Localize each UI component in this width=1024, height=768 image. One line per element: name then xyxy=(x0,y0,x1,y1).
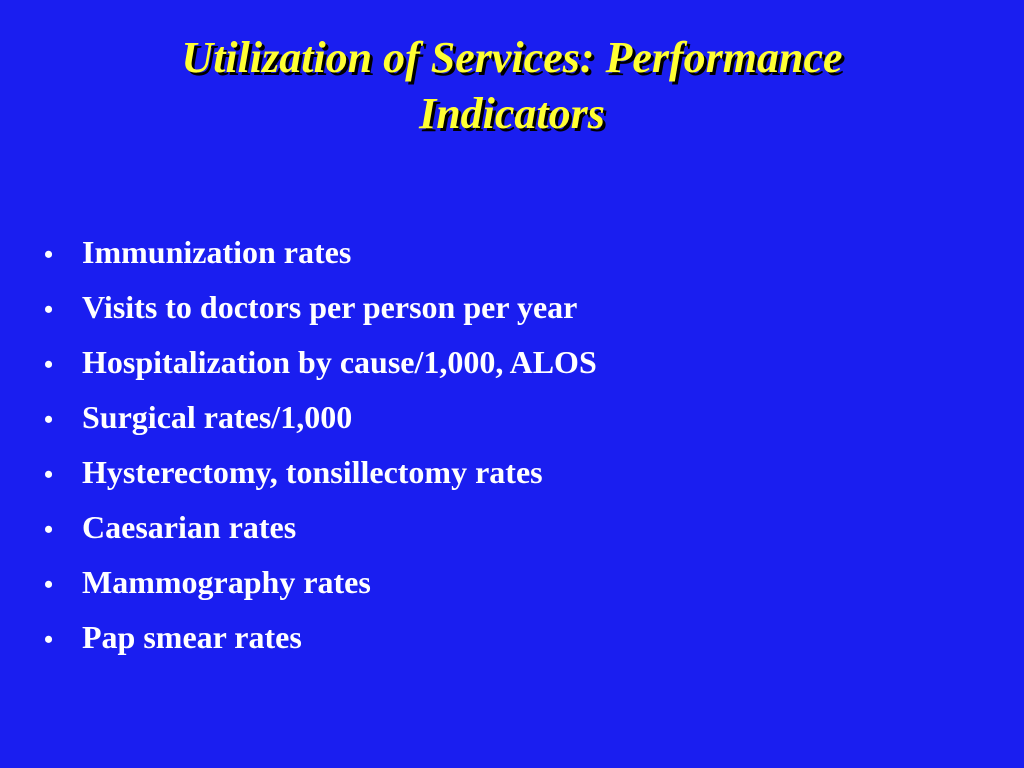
bullet-item-immunization: • Immunization rates xyxy=(44,226,597,281)
bullet-item-doctor-visits: • Visits to doctors per person per year xyxy=(44,281,597,336)
bullet-text: Caesarian rates xyxy=(82,509,297,545)
bullet-icon: • xyxy=(44,570,54,599)
bullet-item-surgical-rates: • Surgical rates/1,000 xyxy=(44,391,597,446)
bullet-text: Visits to doctors per person per year xyxy=(82,289,578,325)
bullet-icon: • xyxy=(44,405,54,434)
bullet-icon: • xyxy=(44,625,54,654)
bullet-icon: • xyxy=(44,515,54,544)
bullet-item-hospitalization: • Hospitalization by cause/1,000, ALOS xyxy=(44,336,597,391)
slide-title-line-2: Indicators xyxy=(419,89,605,138)
bullet-icon: • xyxy=(44,295,54,324)
bullet-text: Surgical rates/1,000 xyxy=(82,399,353,435)
bullet-icon: • xyxy=(44,460,54,489)
bullet-text: Pap smear rates xyxy=(82,619,302,655)
slide-title-line-1: Utilization of Services: Performance xyxy=(181,33,843,82)
bullet-list: • Immunization rates • Visits to doctors… xyxy=(44,226,597,666)
bullet-item-mammography: • Mammography rates xyxy=(44,556,597,611)
bullet-icon: • xyxy=(44,350,54,379)
bullet-icon: • xyxy=(44,240,54,269)
bullet-text: Hysterectomy, tonsillectomy rates xyxy=(82,454,543,490)
bullet-item-pap-smear: • Pap smear rates xyxy=(44,611,597,666)
bullet-text: Immunization rates xyxy=(82,234,352,270)
bullet-item-caesarian: • Caesarian rates xyxy=(44,501,597,556)
bullet-text: Hospitalization by cause/1,000, ALOS xyxy=(82,344,597,380)
slide-title: Utilization of Services: Performance Ind… xyxy=(0,30,1024,142)
bullet-text: Mammography rates xyxy=(82,564,371,600)
bullet-item-hysterectomy: • Hysterectomy, tonsillectomy rates xyxy=(44,446,597,501)
